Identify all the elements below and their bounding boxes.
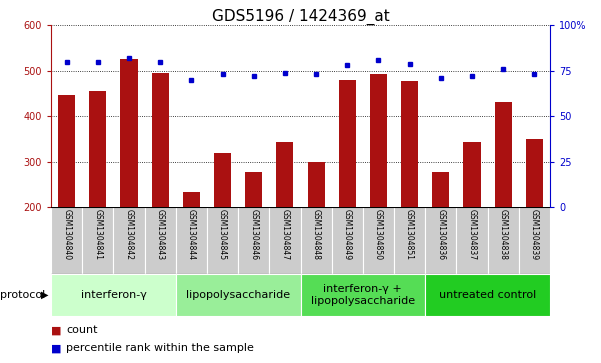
Text: interferon-γ +
lipopolysaccharide: interferon-γ + lipopolysaccharide <box>311 284 415 306</box>
Bar <box>526 139 543 207</box>
Bar <box>426 274 550 316</box>
Bar <box>401 81 418 207</box>
Text: GSM1304843: GSM1304843 <box>156 209 165 260</box>
Text: GSM1304850: GSM1304850 <box>374 209 383 260</box>
Text: GSM1304841: GSM1304841 <box>93 209 102 260</box>
Bar <box>456 207 487 274</box>
Bar <box>300 207 332 274</box>
Text: GSM1304845: GSM1304845 <box>218 209 227 260</box>
Text: percentile rank within the sample: percentile rank within the sample <box>66 343 254 354</box>
Bar <box>51 207 82 274</box>
Text: interferon-γ: interferon-γ <box>81 290 147 300</box>
Bar <box>432 171 450 207</box>
Bar <box>463 142 481 207</box>
Bar <box>214 153 231 207</box>
Text: protocol: protocol <box>0 290 45 300</box>
Bar <box>176 274 300 316</box>
Bar <box>114 207 145 274</box>
Bar <box>308 162 325 207</box>
Bar <box>120 60 138 207</box>
Bar <box>58 95 75 207</box>
Text: GSM1304838: GSM1304838 <box>499 209 508 260</box>
Bar <box>207 207 238 274</box>
Bar <box>183 192 200 207</box>
Text: count: count <box>66 325 97 335</box>
Text: GSM1304840: GSM1304840 <box>62 209 71 260</box>
Text: GSM1304839: GSM1304839 <box>530 209 539 260</box>
Bar <box>495 102 511 207</box>
Bar <box>269 207 300 274</box>
Text: GSM1304846: GSM1304846 <box>249 209 258 260</box>
Bar <box>90 91 106 207</box>
Text: GDS5196 / 1424369_at: GDS5196 / 1424369_at <box>212 9 389 25</box>
Text: ■: ■ <box>51 343 61 354</box>
Bar <box>394 207 426 274</box>
Text: ■: ■ <box>51 325 61 335</box>
Bar <box>363 207 394 274</box>
Text: GSM1304844: GSM1304844 <box>187 209 196 260</box>
Bar <box>300 274 426 316</box>
Bar <box>332 207 363 274</box>
Bar <box>245 171 262 207</box>
Bar <box>176 207 207 274</box>
Bar <box>145 207 176 274</box>
Bar <box>151 73 169 207</box>
Bar <box>51 274 176 316</box>
Bar <box>370 74 387 207</box>
Bar <box>487 207 519 274</box>
Text: untreated control: untreated control <box>439 290 536 300</box>
Bar <box>426 207 456 274</box>
Bar <box>519 207 550 274</box>
Text: ▶: ▶ <box>41 290 48 300</box>
Text: GSM1304847: GSM1304847 <box>281 209 290 260</box>
Bar <box>238 207 269 274</box>
Bar <box>82 207 114 274</box>
Text: GSM1304851: GSM1304851 <box>405 209 414 260</box>
Text: GSM1304848: GSM1304848 <box>311 209 320 260</box>
Text: GSM1304849: GSM1304849 <box>343 209 352 260</box>
Bar <box>276 142 293 207</box>
Text: GSM1304842: GSM1304842 <box>124 209 133 260</box>
Bar <box>339 80 356 207</box>
Text: GSM1304837: GSM1304837 <box>468 209 477 260</box>
Text: GSM1304836: GSM1304836 <box>436 209 445 260</box>
Text: lipopolysaccharide: lipopolysaccharide <box>186 290 290 300</box>
